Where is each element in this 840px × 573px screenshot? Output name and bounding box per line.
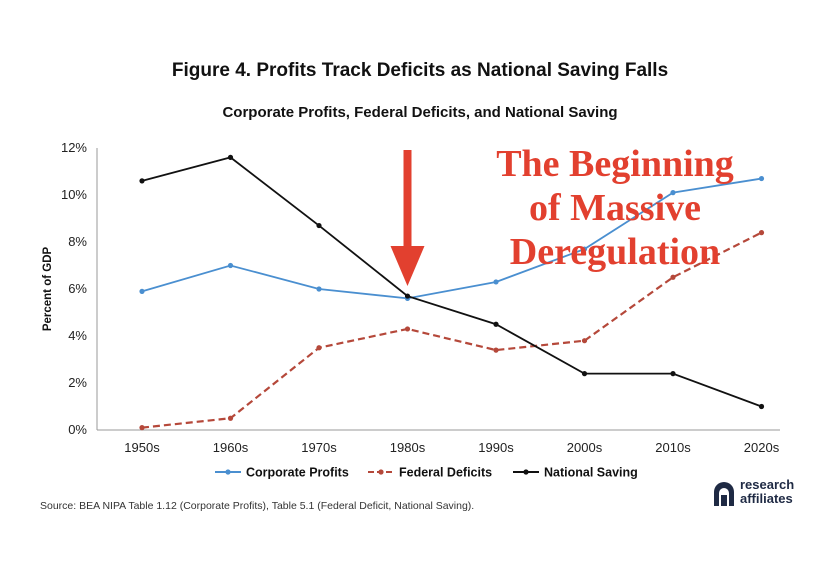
y-tick-label: 12% — [61, 140, 87, 155]
data-point — [758, 230, 765, 236]
data-point — [758, 175, 765, 182]
legend-marker — [225, 469, 231, 475]
legend-marker — [378, 469, 384, 475]
annotation-arrow-head — [390, 246, 425, 287]
legend-marker — [523, 469, 529, 475]
data-point — [227, 262, 234, 269]
data-point — [227, 415, 234, 421]
x-tick-label: 2010s — [655, 440, 691, 455]
x-tick-label: 2000s — [567, 440, 603, 455]
chart-subtitle: Corporate Profits, Federal Deficits, and… — [222, 104, 618, 121]
data-point — [581, 371, 588, 377]
data-point — [493, 347, 499, 353]
data-point — [139, 288, 145, 294]
data-point — [404, 326, 411, 332]
y-tick-label: 2% — [68, 375, 87, 390]
y-tick-label: 10% — [61, 187, 87, 202]
series-line-corporate-profits — [141, 177, 762, 300]
x-tick-label: 1960s — [213, 440, 249, 455]
logo-mark-icon — [714, 482, 734, 506]
legend-label: National Saving — [544, 466, 638, 480]
source-note: Source: BEA NIPA Table 1.12 (Corporate P… — [40, 500, 475, 512]
x-tick-label: 1950s — [124, 440, 160, 455]
x-tick-label: 1970s — [301, 440, 337, 455]
series-line-national-saving — [141, 156, 762, 408]
annotation-text-line: The Beginning — [496, 143, 734, 185]
data-point — [316, 222, 322, 229]
data-point — [581, 338, 588, 344]
data-point — [316, 345, 322, 351]
x-tick-label: 1990s — [478, 440, 514, 455]
y-tick-label: 8% — [68, 234, 87, 249]
data-point — [670, 190, 676, 196]
data-point — [404, 293, 411, 299]
x-tick-label: 2020s — [744, 440, 780, 455]
data-point — [493, 321, 499, 327]
y-tick-label: 6% — [68, 281, 87, 296]
annotation-arrow-shaft — [403, 150, 412, 246]
data-point — [758, 403, 765, 410]
chart-title: Figure 4. Profits Track Deficits as Nati… — [171, 60, 669, 81]
data-point — [670, 371, 676, 377]
x-tick-label: 1980s — [390, 440, 426, 455]
data-point — [139, 425, 145, 431]
legend-label: Corporate Profits — [246, 466, 349, 480]
data-point — [316, 286, 322, 292]
y-tick-label: 4% — [68, 328, 87, 343]
data-point — [493, 279, 499, 285]
annotation-text-line: of Massive — [529, 187, 701, 229]
annotation-text-line: Deregulation — [510, 231, 720, 273]
y-tick-label: 0% — [68, 422, 87, 437]
research-affiliates-logo: research affiliates — [712, 478, 812, 512]
data-point — [139, 178, 145, 184]
legend-label: Federal Deficits — [399, 466, 492, 480]
data-point — [227, 154, 234, 160]
data-point — [581, 246, 588, 252]
data-point — [670, 274, 676, 280]
y-axis-label: Percent of GDP — [42, 246, 54, 331]
logo-text: research affiliates — [740, 477, 795, 506]
series-line-federal-deficits — [141, 231, 762, 429]
